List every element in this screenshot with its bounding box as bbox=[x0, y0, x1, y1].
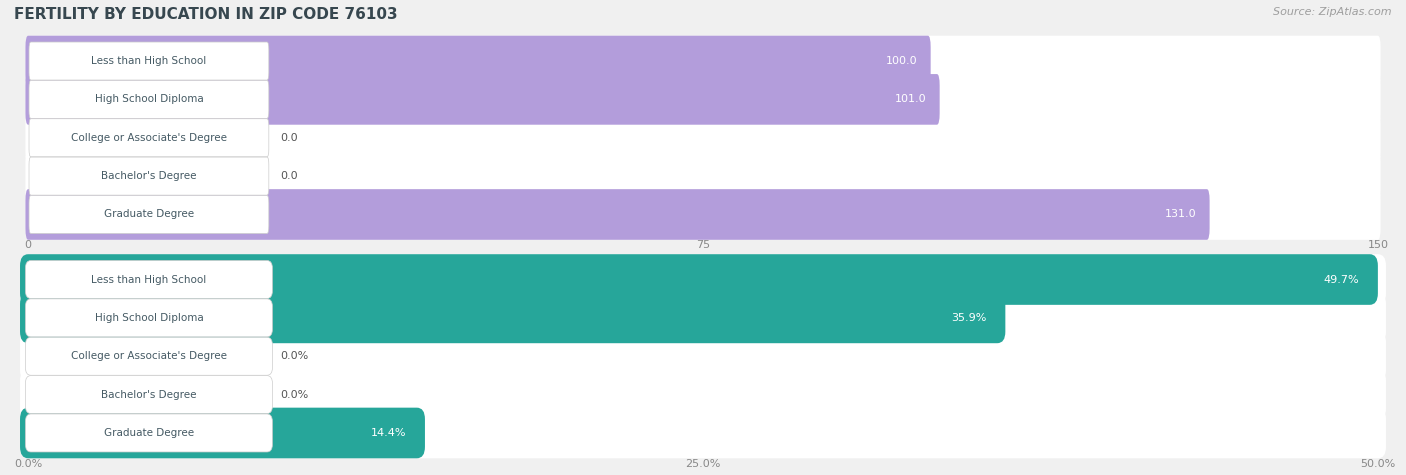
FancyBboxPatch shape bbox=[25, 299, 273, 337]
FancyBboxPatch shape bbox=[20, 293, 1005, 343]
Text: FERTILITY BY EDUCATION IN ZIP CODE 76103: FERTILITY BY EDUCATION IN ZIP CODE 76103 bbox=[14, 7, 398, 22]
Text: Graduate Degree: Graduate Degree bbox=[104, 428, 194, 438]
FancyBboxPatch shape bbox=[30, 119, 269, 157]
FancyBboxPatch shape bbox=[20, 408, 425, 458]
Text: High School Diploma: High School Diploma bbox=[94, 313, 204, 323]
FancyBboxPatch shape bbox=[20, 254, 1378, 305]
Text: Less than High School: Less than High School bbox=[91, 56, 207, 66]
FancyBboxPatch shape bbox=[30, 157, 269, 195]
Text: Bachelor's Degree: Bachelor's Degree bbox=[101, 171, 197, 181]
FancyBboxPatch shape bbox=[25, 36, 931, 86]
FancyBboxPatch shape bbox=[25, 113, 1381, 163]
Text: 0.0: 0.0 bbox=[281, 133, 298, 143]
FancyBboxPatch shape bbox=[25, 36, 1381, 86]
FancyBboxPatch shape bbox=[25, 337, 273, 375]
Text: Bachelor's Degree: Bachelor's Degree bbox=[101, 390, 197, 399]
Text: 0.0%: 0.0% bbox=[281, 390, 309, 399]
FancyBboxPatch shape bbox=[25, 189, 1381, 240]
FancyBboxPatch shape bbox=[25, 376, 273, 414]
FancyBboxPatch shape bbox=[25, 151, 1381, 201]
Text: 14.4%: 14.4% bbox=[371, 428, 406, 438]
FancyBboxPatch shape bbox=[25, 74, 1381, 125]
Text: College or Associate's Degree: College or Associate's Degree bbox=[70, 133, 226, 143]
FancyBboxPatch shape bbox=[30, 80, 269, 118]
FancyBboxPatch shape bbox=[25, 189, 1209, 240]
Text: 35.9%: 35.9% bbox=[950, 313, 987, 323]
FancyBboxPatch shape bbox=[20, 254, 1386, 305]
Text: Source: ZipAtlas.com: Source: ZipAtlas.com bbox=[1274, 7, 1392, 17]
Text: 101.0: 101.0 bbox=[894, 95, 927, 104]
FancyBboxPatch shape bbox=[25, 414, 273, 452]
Text: 131.0: 131.0 bbox=[1164, 209, 1197, 219]
FancyBboxPatch shape bbox=[20, 369, 1386, 420]
FancyBboxPatch shape bbox=[25, 260, 273, 298]
Text: 100.0: 100.0 bbox=[886, 56, 917, 66]
FancyBboxPatch shape bbox=[30, 42, 269, 80]
Text: Less than High School: Less than High School bbox=[91, 275, 207, 285]
Text: 0.0: 0.0 bbox=[281, 171, 298, 181]
Text: College or Associate's Degree: College or Associate's Degree bbox=[70, 351, 226, 361]
FancyBboxPatch shape bbox=[20, 293, 1386, 343]
Text: 0.0%: 0.0% bbox=[281, 351, 309, 361]
FancyBboxPatch shape bbox=[20, 331, 1386, 381]
Text: Graduate Degree: Graduate Degree bbox=[104, 209, 194, 219]
FancyBboxPatch shape bbox=[30, 196, 269, 234]
Text: High School Diploma: High School Diploma bbox=[94, 95, 204, 104]
FancyBboxPatch shape bbox=[25, 74, 939, 125]
FancyBboxPatch shape bbox=[20, 408, 1386, 458]
Text: 49.7%: 49.7% bbox=[1323, 275, 1360, 285]
